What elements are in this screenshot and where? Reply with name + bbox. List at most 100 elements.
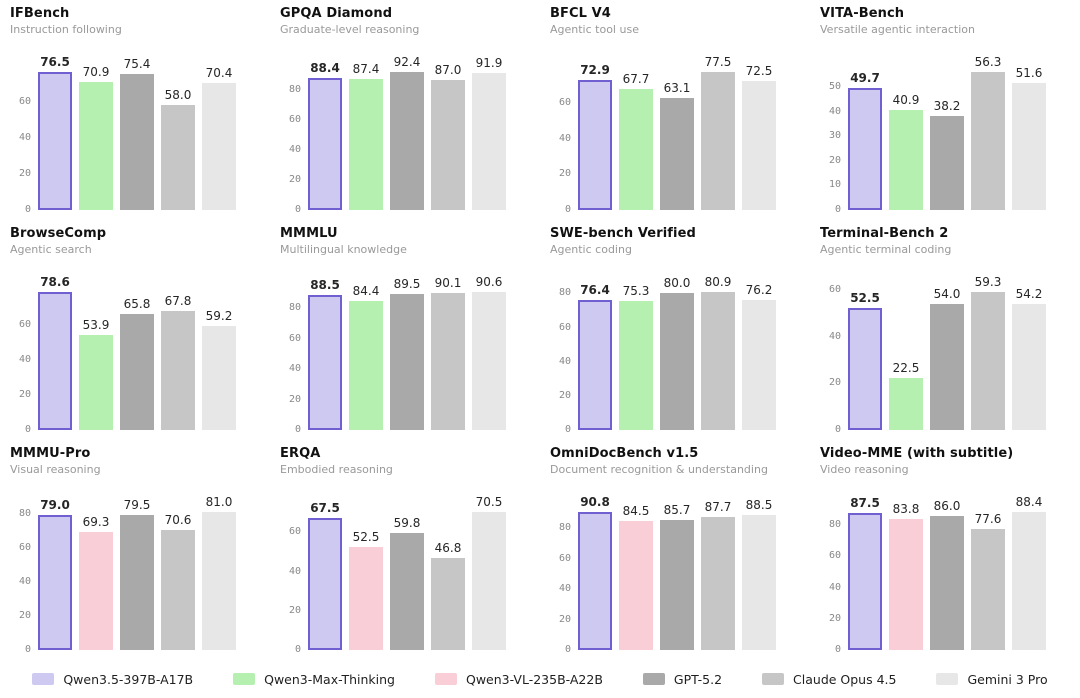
plot-area: 0 20 40 60 67.5 52.5 59.8 46.8 70.5	[280, 485, 506, 655]
legend-swatch-icon	[435, 673, 457, 685]
chart-subtitle: Multilingual knowledge	[280, 243, 407, 256]
chart-subtitle: Agentic search	[10, 243, 92, 256]
y-tick-label: 20	[18, 609, 31, 621]
legend: Qwen3.5-397B-A17B Qwen3-Max-Thinking Qwen3…	[0, 660, 1080, 698]
bar-group-gemini-3-pro: 90.6	[472, 265, 506, 430]
bar-gemini-3-pro	[1012, 83, 1046, 210]
bar-group-gemini-3-pro: 54.2	[1012, 265, 1046, 430]
legend-item-qwen3-5-397b-a17b: Qwen3.5-397B-A17B	[32, 672, 193, 687]
y-axis: 0 20 40 60	[10, 265, 38, 434]
bar-group-qwen3-5-397b-a17b: 87.5	[848, 485, 882, 650]
bar-value-label: 49.7	[850, 71, 880, 86]
bar-group-qwen3-5-397b-a17b: 78.6	[38, 265, 72, 430]
bar-gpt-5-2	[660, 97, 694, 210]
bar-qwen3-5-397b-a17b	[578, 80, 612, 210]
y-tick-label: 0	[834, 644, 841, 655]
bar-group-gpt-5-2: 59.8	[390, 485, 424, 650]
bar-group-claude-opus-4-5: 77.6	[971, 485, 1005, 650]
bar-group-claude-opus-4-5: 70.6	[161, 485, 195, 650]
y-tick-label: 20	[828, 612, 841, 624]
legend-item-claude-opus-4-5: Claude Opus 4.5	[762, 672, 896, 687]
bars-area: 79.0 69.3 79.5 70.6 81.0	[38, 485, 236, 650]
bar-qwen3-max-thinking	[889, 109, 923, 210]
bar-value-label: 52.5	[352, 530, 380, 545]
bar-group-gemini-3-pro: 72.5	[742, 45, 776, 210]
chart-vita-bench: VITA-Bench Versatile agentic interaction 0…	[810, 0, 1080, 220]
bar-value-label: 46.8	[434, 541, 462, 556]
bar-qwen3-5-397b-a17b	[308, 295, 342, 430]
legend-label: Claude Opus 4.5	[793, 671, 897, 687]
bar-group-qwen3-max-thinking: 70.9	[79, 45, 113, 210]
bar-qwen3-max-thinking	[349, 79, 383, 210]
y-tick-label: 60	[828, 550, 841, 562]
bar-qwen3-5-397b-a17b	[308, 77, 342, 210]
y-tick-label: 20	[18, 167, 31, 179]
bar-group-qwen3-max-thinking: 22.5	[889, 265, 923, 430]
y-tick-label: 40	[18, 131, 31, 143]
chart-video-mme-with-subtitle: Video-MME (with subtitle) Video reasoning…	[810, 440, 1080, 660]
bar-group-gpt-5-2: 75.4	[120, 45, 154, 210]
y-tick-label: 60	[288, 526, 301, 538]
plot-area: 0 20 40 60 76.5 70.9 75.4 58.0 70.4	[10, 45, 236, 215]
bar-claude-opus-4-5	[701, 516, 735, 650]
legend-swatch-icon	[32, 673, 55, 685]
y-tick-label: 20	[288, 393, 301, 405]
y-tick-label: 60	[288, 114, 301, 126]
legend-swatch-icon	[642, 673, 665, 685]
bar-gemini-3-pro	[202, 512, 236, 650]
bar-gpt-5-2	[120, 73, 154, 210]
chart-subtitle: Agentic terminal coding	[820, 243, 952, 256]
bar-gemini-3-pro	[742, 299, 776, 430]
bar-group-gpt-5-2: 92.4	[390, 45, 424, 210]
bar-qwen3-5-397b-a17b	[848, 513, 882, 650]
bars-area: 88.4 87.4 92.4 87.0 91.9	[308, 45, 506, 210]
bar-group-gemini-3-pro: 70.5	[472, 485, 506, 650]
bars-area: 76.5 70.9 75.4 58.0 70.4	[38, 45, 236, 210]
bars-area: 67.5 52.5 59.8 46.8 70.5	[308, 485, 506, 650]
bar-claude-opus-4-5	[431, 558, 465, 650]
bar-value-label: 52.5	[850, 290, 880, 305]
bar-value-label: 63.1	[663, 80, 691, 95]
bar-value-label: 53.9	[82, 318, 110, 333]
bar-value-label: 40.9	[892, 92, 920, 107]
bar-qwen3-max-thinking	[349, 301, 383, 430]
y-tick-label: 40	[828, 105, 841, 117]
y-tick-label: 40	[288, 363, 301, 375]
chart-title: OmniDocBench v1.5	[550, 446, 699, 461]
chart-title: MMMU-Pro	[10, 446, 91, 461]
bar-group-qwen3-5-397b-a17b: 90.8	[578, 485, 612, 650]
chart-title: BFCL V4	[550, 6, 611, 21]
bar-qwen3-5-397b-a17b	[578, 511, 612, 650]
y-tick-label: 0	[294, 644, 301, 655]
bar-qwen3-max-thinking	[79, 81, 113, 210]
bars-area: 87.5 83.8 86.0 77.6 88.4	[848, 485, 1046, 650]
legend-label: Qwen3-Max-Thinking	[264, 671, 395, 687]
bar-gemini-3-pro	[202, 325, 236, 430]
plot-area: 0 20 40 60 80 90.8 84.5 85.7 87.7 88.5	[550, 485, 776, 655]
bar-group-qwen3-5-397b-a17b: 76.4	[578, 265, 612, 430]
plot-area: 0 20 40 60 80 88.4 87.4 92.4 87.0 91.9	[280, 45, 506, 215]
bar-value-label: 88.5	[745, 498, 773, 513]
bar-group-gpt-5-2: 63.1	[660, 45, 694, 210]
bar-qwen3-max-thinking	[79, 335, 113, 430]
y-tick-label: 40	[828, 581, 841, 593]
y-axis: 0 20 40 60 80	[550, 265, 578, 435]
legend-swatch-icon	[762, 673, 785, 685]
y-tick-label: 20	[828, 154, 841, 166]
bar-group-qwen3-vl-235b-a22b: 69.3	[79, 485, 113, 650]
bar-qwen3-5-397b-a17b	[308, 517, 342, 650]
bar-claude-opus-4-5	[161, 310, 195, 430]
y-tick-label: 40	[558, 355, 571, 367]
bar-value-label: 67.8	[164, 293, 192, 308]
bar-value-label: 87.5	[850, 496, 880, 511]
bar-gemini-3-pro	[472, 72, 506, 210]
y-tick-label: 20	[558, 168, 571, 180]
bar-value-label: 56.3	[974, 54, 1002, 69]
bar-gemini-3-pro	[472, 511, 506, 650]
bar-group-qwen3-5-397b-a17b: 88.5	[308, 265, 342, 430]
y-tick-label: 60	[18, 318, 31, 330]
bar-group-qwen3-5-397b-a17b: 67.5	[308, 485, 342, 650]
chart-title: SWE-bench Verified	[550, 226, 696, 241]
bar-group-gemini-3-pro: 88.4	[1012, 485, 1046, 650]
y-tick-label: 40	[18, 353, 31, 365]
